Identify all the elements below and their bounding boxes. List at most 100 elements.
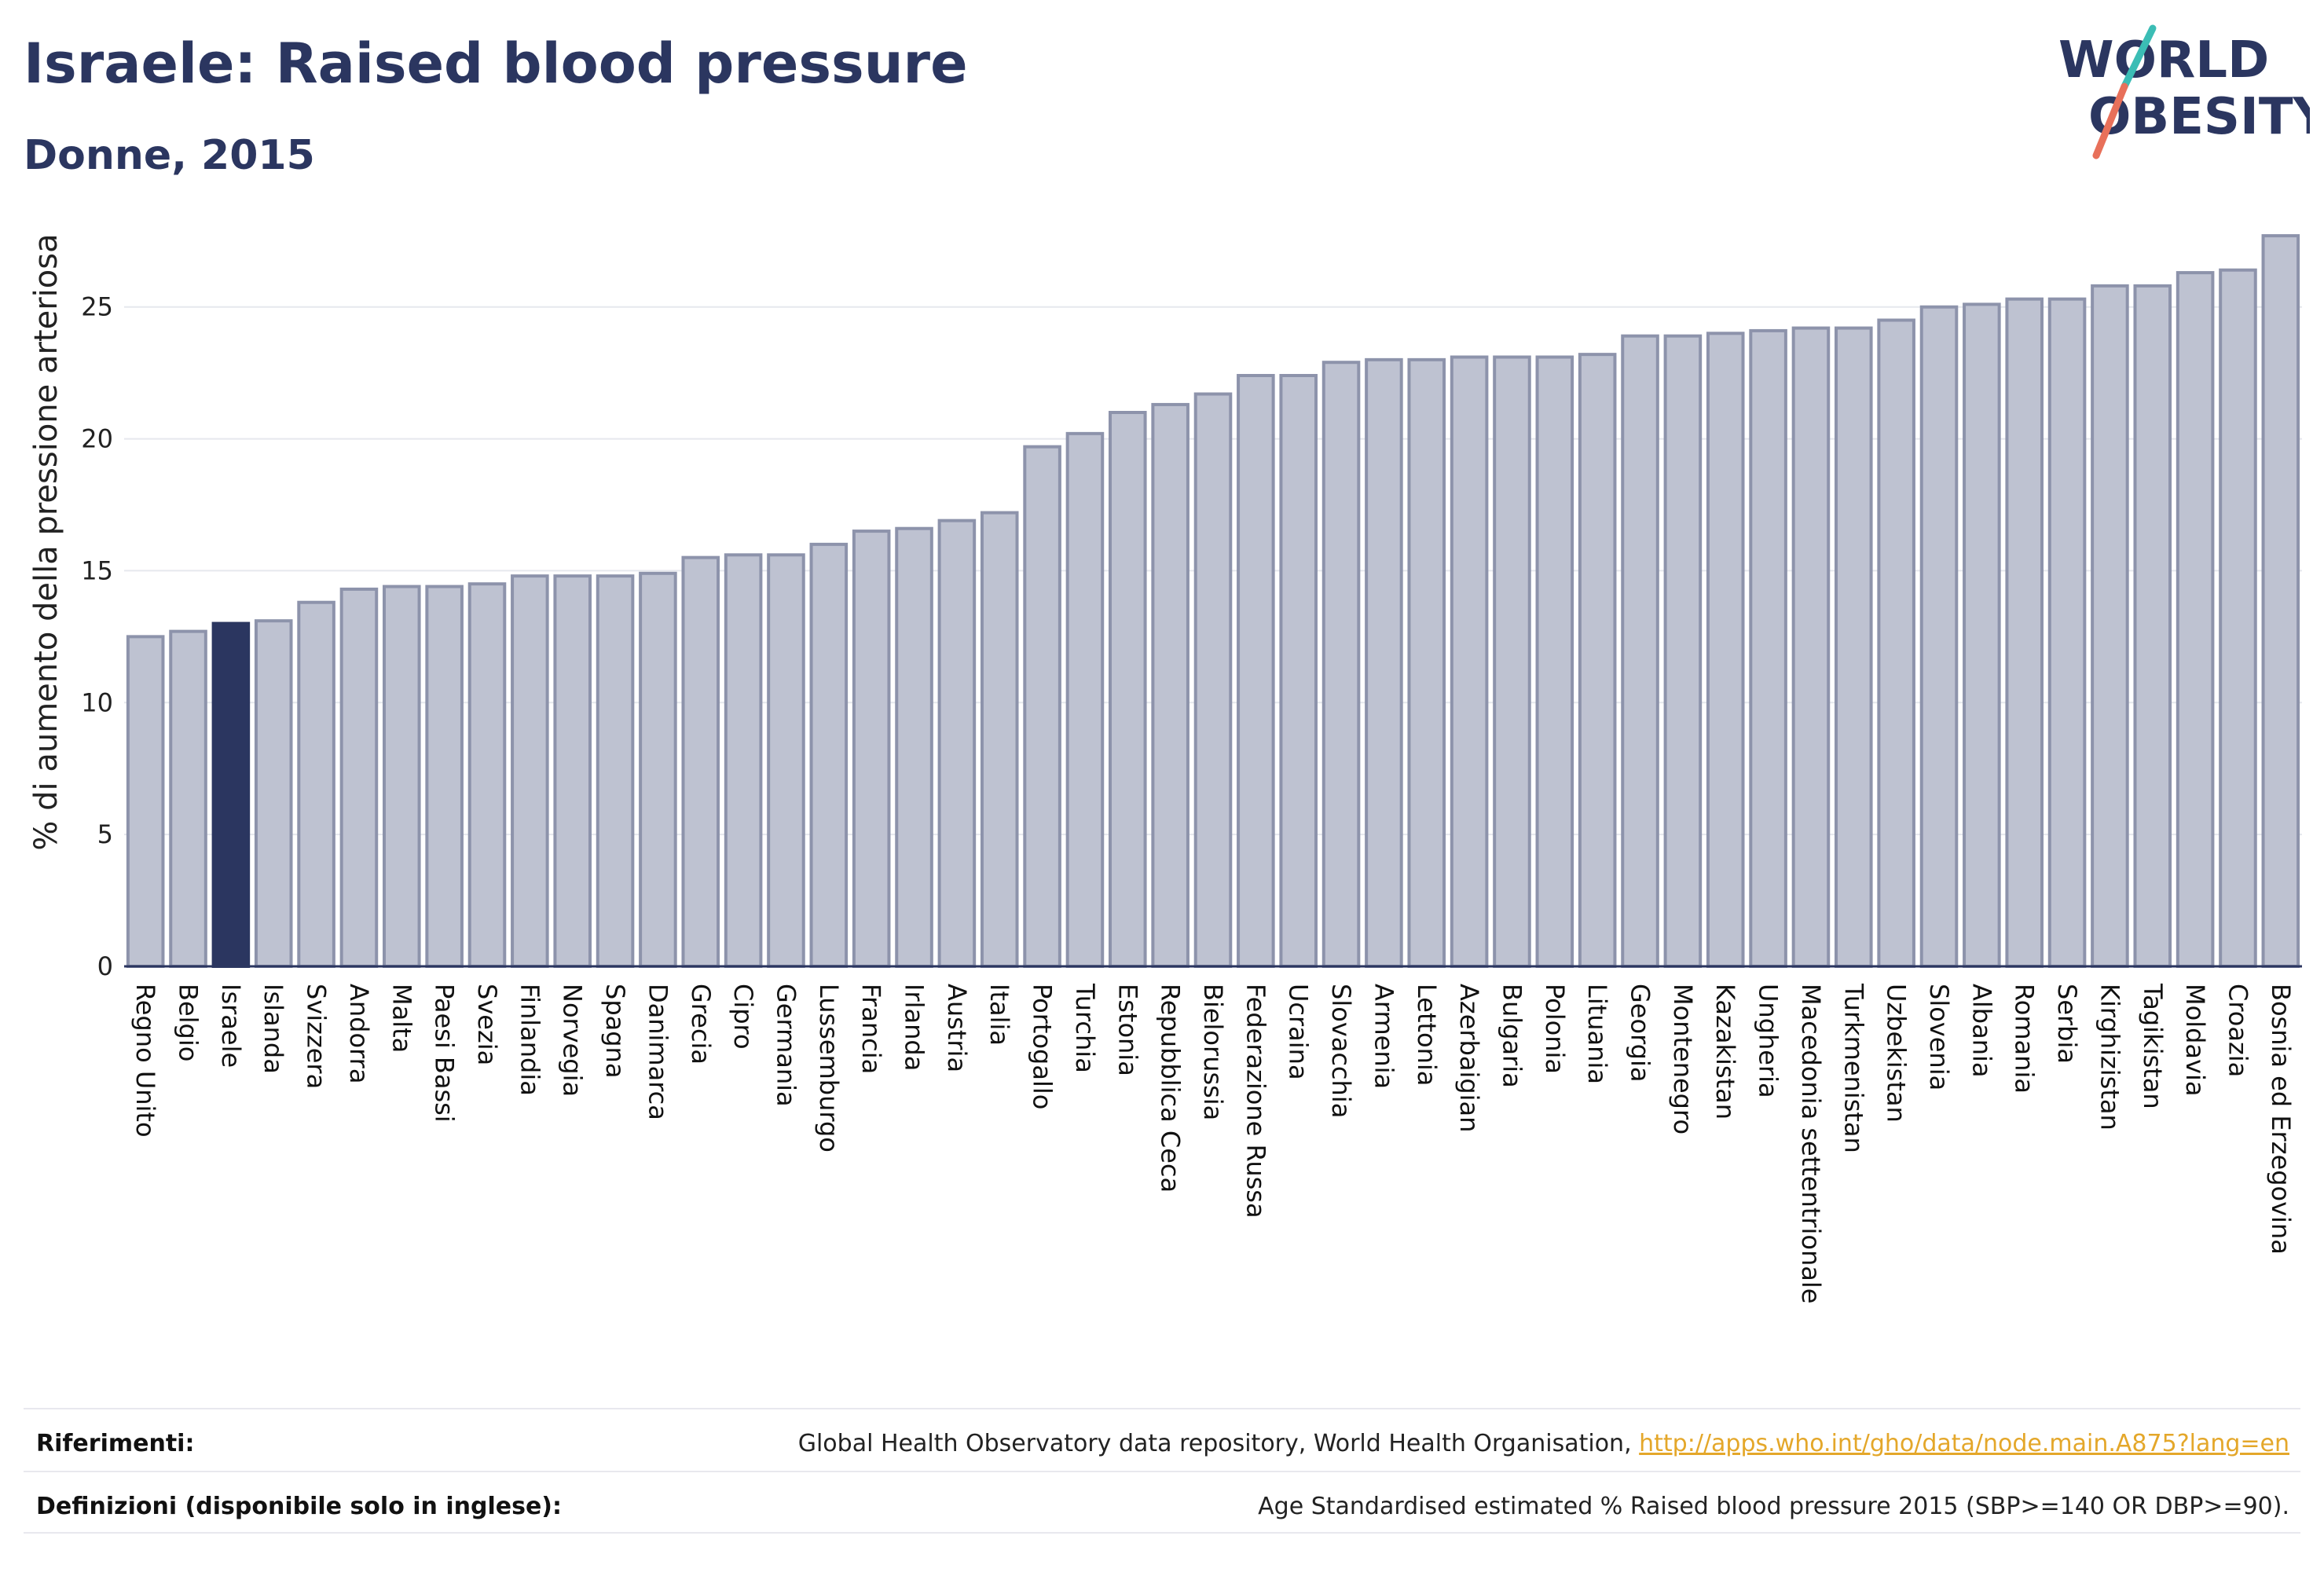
y-tick-label: 20 [81,424,113,454]
x-tick-label: Serbia [2052,984,2082,1064]
bar-malta [383,585,421,968]
bar-svizzera [297,600,335,968]
bar-armenia [1365,357,1403,969]
bar-austria [937,519,977,968]
bar-albania [1963,302,2001,969]
y-tick-label: 0 [97,951,113,981]
x-tick-label: Moldavia [2180,984,2210,1096]
x-tick-label: Malta [387,984,416,1053]
bar-svezia [467,582,507,968]
x-tick-label: Turchia [1070,983,1100,1073]
bar-uzbekistan [1877,318,1915,968]
x-tick-label: Romania [2010,984,2040,1094]
bar-israele [211,621,251,968]
y-tick-label: 10 [81,687,113,717]
x-tick-label: Federazione Russa [1241,984,1270,1219]
bar-serbia [2047,297,2087,968]
bar-grecia [681,555,720,968]
x-tick-label: Bielorussia [1198,984,1228,1120]
definitions-value: Age Standardised estimated % Raised bloo… [1258,1493,2289,1520]
x-tick-label: Spagna [600,984,630,1078]
bar-slovenia [1919,305,1959,968]
bar-repubblica-ceca [1151,402,1189,968]
x-tick-label: Macedonia settentrionale [1796,984,1826,1303]
x-tick-label: Azerbaigian [1454,984,1484,1132]
bar-germania [767,553,805,968]
x-tick-label: Croazia [2223,984,2253,1077]
x-tick-label: Lussemburgo [814,984,844,1153]
logo-slash-teal [2121,24,2157,90]
world-obesity-logo: WORLD OBESITY [2058,24,2310,159]
category-labels: Regno Unito Belgio Israele Islanda Svizzera A… [130,983,2296,1303]
bar-bosnia-ed-erzegovina [2261,234,2300,969]
bar-macedonia-settentrionale [1791,326,1831,969]
x-tick-label: Svizzera [302,984,332,1089]
bar-bulgaria [1493,355,1531,968]
y-tick-label: 25 [81,292,113,322]
bar-slovacchia [1321,361,1361,968]
chart-subtitle: Donne, 2015 [24,132,315,179]
references-row: Riferimenti: Global Health Observatory d… [24,1408,2300,1474]
x-tick-label: Albania [1967,984,1996,1077]
bar-kirghizistan [2091,284,2129,969]
bar-danimarca [639,571,677,968]
x-tick-label: Regno Unito [130,984,160,1138]
bar-cipro [724,553,763,968]
x-tick-label: Slovacchia [1326,984,1356,1118]
bar-romania [2005,297,2044,968]
x-tick-label: Georgia [1626,984,1655,1082]
definitions-row: Definizioni (disponibile solo in inglese… [24,1471,2300,1537]
x-tick-label: Tagikistan [2138,983,2168,1109]
references-label: Riferimenti: [36,1430,195,1457]
bar-polonia [1535,355,1574,968]
bar-paesi-bassi [425,585,464,968]
footer-divider [24,1532,2300,1534]
bar-estonia [1109,411,1147,968]
bar-francia [852,530,891,968]
x-tick-label: Lituania [1582,984,1612,1084]
x-tick-label: Bulgaria [1497,984,1527,1088]
bar-italia [980,511,1019,968]
bar-islanda [254,619,293,968]
logo-line2: OBESITY [2088,88,2310,146]
x-tick-label: Israele [216,984,246,1068]
bar-regno-unito [126,635,165,968]
definitions-label: Definizioni (disponibile solo in inglese… [36,1493,562,1520]
axes: 0 5 10 15 20 25 % di aumento della pressione a… [28,233,2302,981]
bar-turchia [1065,431,1105,968]
x-tick-label: Finlandia [515,984,544,1096]
logo-slash-coral [2092,82,2128,159]
references-link[interactable]: http://apps.who.int/gho/data/node.main.A… [1639,1430,2289,1457]
bar-kazakistan [1706,332,1745,968]
x-tick-label: Kirghizistan [2095,984,2124,1131]
x-tick-label: Armenia [1369,984,1398,1089]
bar-bielorussia [1193,392,1233,968]
y-axis-label: % di aumento della pressione arteriosa [28,233,64,850]
chart-title: Israele: Raised blood pressure [24,31,968,96]
bars [126,234,2300,969]
bar-lussemburgo [809,542,849,968]
bar-chart: 0 5 10 15 20 25 % di aumento della pressione a… [28,233,2302,1303]
logo-line1: WORLD [2058,31,2269,90]
bar-tagikistan [2133,284,2172,969]
bar-croazia [2219,268,2257,968]
bar-ungheria [1749,328,1787,968]
references-text: Global Health Observatory data repositor… [797,1430,1640,1457]
x-tick-label: Danimarca [643,984,673,1120]
x-tick-label: Uzbekistan [1882,984,1912,1123]
x-tick-label: Austria [942,984,972,1072]
x-tick-label: Italia [984,984,1014,1046]
x-tick-label: Svezia [472,984,502,1065]
bar-portogallo [1023,445,1061,968]
bar-federazione-russa [1237,374,1275,968]
bar-ucraina [1279,374,1318,968]
x-tick-label: Norvegia [558,984,588,1097]
bar-irlanda [895,526,933,968]
bar-montenegro [1663,334,1703,968]
bar-norvegia [553,574,592,969]
x-tick-label: Slovenia [1924,984,1954,1090]
bar-spagna [596,574,635,969]
x-tick-label: Andorra [344,984,374,1083]
x-tick-label: Kazakistan [1710,984,1740,1120]
x-tick-label: Paesi Bassi [430,984,460,1123]
